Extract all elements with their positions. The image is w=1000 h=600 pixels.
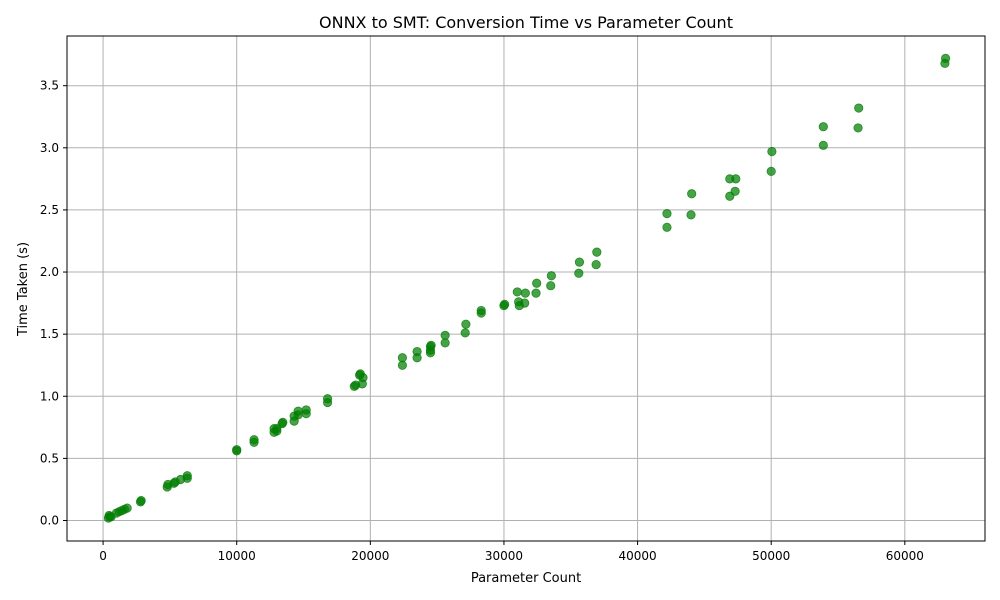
data-point	[730, 186, 740, 196]
data-point	[591, 259, 601, 270]
data-point	[322, 394, 333, 404]
data-point	[574, 257, 585, 267]
x-axis-label: Parameter Count	[471, 571, 581, 586]
data-point	[426, 340, 436, 350]
x-tick-label: 30000	[485, 549, 523, 563]
y-tick-label: 0.0	[40, 514, 59, 528]
data-point	[232, 445, 242, 455]
y-tick-label: 2.5	[40, 203, 59, 217]
data-point	[662, 222, 672, 232]
data-point	[278, 417, 288, 427]
x-tick-label: 20000	[351, 549, 389, 563]
data-point	[512, 287, 522, 297]
data-point	[301, 405, 311, 415]
data-point	[500, 299, 510, 309]
grid-lines	[67, 36, 985, 541]
y-tick-label: 3.5	[40, 79, 59, 93]
data-point	[854, 103, 864, 113]
data-point	[440, 330, 450, 340]
chart-title: ONNX to SMT: Conversion Time vs Paramete…	[319, 13, 733, 32]
y-axis-ticks: 0.0 0.5 1.0 1.5 2.0 2.5 3.0 3.5	[40, 79, 67, 528]
data-point	[818, 122, 828, 132]
data-point	[412, 346, 422, 357]
y-tick-label: 0.5	[40, 451, 59, 465]
data-point	[293, 406, 303, 416]
data-point	[818, 140, 828, 150]
x-axis-ticks: 0 10000 20000 30000 40000 50000 60000	[99, 541, 924, 563]
data-point	[182, 471, 192, 481]
data-point	[460, 328, 470, 338]
data-point	[461, 319, 471, 329]
data-points	[103, 53, 951, 523]
y-tick-label: 3.0	[40, 141, 59, 155]
data-point	[546, 271, 556, 281]
data-point	[397, 353, 407, 363]
y-tick-label: 2.0	[40, 265, 59, 279]
data-point	[358, 373, 368, 383]
y-tick-label: 1.5	[40, 327, 59, 341]
y-tick-label: 1.0	[40, 389, 59, 403]
data-point	[249, 435, 259, 445]
data-point	[731, 174, 741, 184]
data-point	[687, 189, 697, 199]
data-point	[767, 146, 777, 157]
data-point	[853, 123, 863, 133]
y-axis-label: Time Taken (s)	[16, 242, 31, 337]
x-tick-label: 40000	[618, 549, 656, 563]
data-point	[686, 210, 696, 220]
data-point	[546, 281, 556, 291]
x-tick-label: 50000	[752, 549, 790, 563]
plot-frame	[66, 35, 986, 542]
data-point	[531, 288, 541, 298]
x-tick-label: 10000	[218, 549, 256, 563]
data-point	[662, 209, 672, 219]
x-tick-label: 60000	[886, 549, 924, 563]
data-point	[476, 305, 486, 316]
data-point	[574, 268, 584, 278]
data-point	[940, 53, 951, 63]
data-point	[766, 166, 776, 177]
data-point	[592, 247, 602, 257]
x-tick-label: 0	[99, 549, 107, 563]
data-point	[122, 503, 132, 513]
data-point	[532, 278, 542, 288]
data-point	[136, 496, 146, 506]
data-point	[520, 298, 530, 308]
data-point	[520, 288, 530, 298]
